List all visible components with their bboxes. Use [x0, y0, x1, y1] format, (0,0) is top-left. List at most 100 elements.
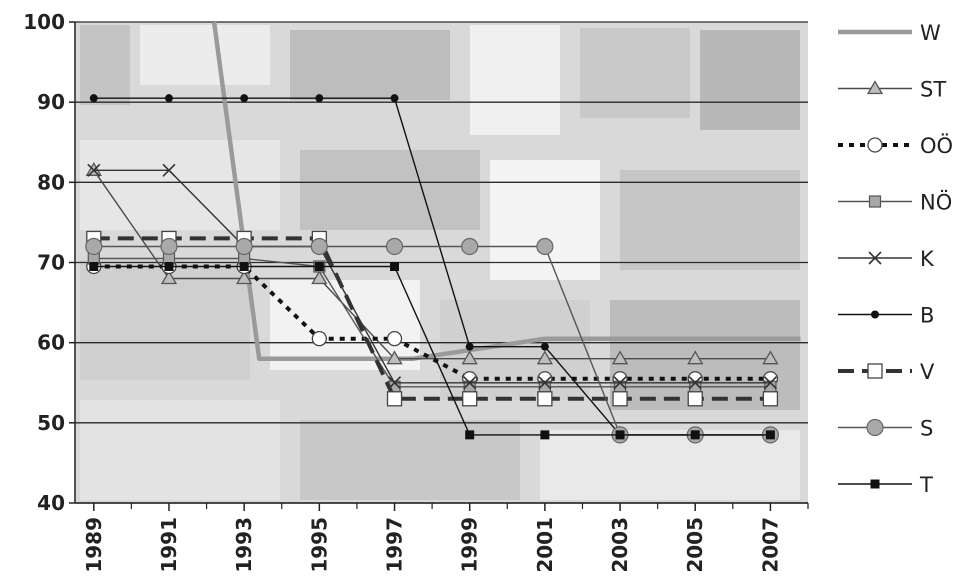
background-block: [700, 30, 800, 130]
marker-open-square: [462, 391, 478, 407]
series-line: [93, 257, 771, 388]
marker-x: [87, 163, 101, 177]
marker-triangle: [536, 350, 554, 365]
x-tick-label: 1999: [458, 517, 482, 573]
grid-lines: [75, 21, 808, 504]
x-tick-label: 1995: [307, 517, 331, 573]
marker-open-square: [386, 391, 403, 407]
background-block: [140, 25, 270, 85]
background-block: [580, 28, 690, 118]
x-tick-label: 2007: [758, 517, 782, 573]
series-line: [93, 169, 771, 384]
marker-x: [538, 376, 552, 390]
marker-gray-circle: [85, 237, 103, 256]
marker-gray-circle: [385, 237, 404, 256]
x-tick-label: 2005: [683, 517, 707, 573]
legend-label: ST: [920, 78, 946, 102]
background-block: [80, 25, 130, 105]
marker-triangle: [611, 350, 629, 365]
legend-label: B: [920, 304, 934, 328]
marker-black-square: [615, 430, 625, 440]
marker-black-square: [465, 430, 475, 440]
legend-item: S: [838, 417, 933, 441]
legend-label: NÖ: [920, 190, 952, 215]
legend-item: W: [838, 21, 941, 45]
series-group: [85, 21, 801, 444]
marker-dot: [871, 310, 879, 319]
marker-triangle: [160, 270, 178, 285]
marker-triangle: [386, 350, 403, 365]
background-block: [620, 170, 800, 270]
background-block: [470, 25, 560, 135]
marker-black-square: [89, 262, 99, 272]
marker-black-square: [870, 479, 880, 489]
series-line: [93, 169, 771, 360]
legend-item: T: [838, 473, 933, 497]
legend-item: OÖ: [838, 133, 953, 158]
marker-open-square: [687, 391, 703, 407]
marker-triangle: [461, 350, 478, 365]
marker-x: [763, 376, 777, 390]
x-tick-label: 1993: [232, 517, 256, 573]
legend-label: S: [920, 417, 933, 441]
series-ST: [85, 162, 779, 365]
marker-black-square: [314, 262, 324, 272]
marker-dot: [390, 94, 399, 103]
marker-dot: [240, 94, 249, 103]
legend-item: V: [838, 360, 935, 384]
background-block: [80, 140, 280, 230]
marker-triangle: [311, 270, 328, 285]
background-block: [290, 30, 450, 100]
series-T: [89, 262, 775, 440]
series-line: [93, 265, 771, 436]
background-block: [490, 160, 600, 280]
y-tick-label: 50: [37, 411, 65, 435]
marker-x: [463, 376, 477, 390]
legend-item: K: [838, 247, 935, 271]
legend-label: OÖ: [920, 133, 953, 158]
y-tick-label: 40: [37, 491, 65, 515]
legend-item: B: [838, 304, 934, 328]
marker-open-square: [537, 391, 553, 407]
marker-triangle: [236, 270, 253, 285]
legend-item: NÖ: [838, 190, 952, 215]
legend-item: ST: [838, 78, 946, 102]
marker-black-square: [540, 430, 550, 440]
marker-open-square: [612, 391, 628, 407]
axes: 40 50 60 70 80 90 100 1989 1991 1993 1995 1997 1999 2…: [23, 10, 809, 573]
x-tick-label: 1991: [157, 517, 181, 573]
marker-gray-circle: [160, 237, 178, 256]
marker-triangle: [762, 350, 779, 365]
y-tick-label: 90: [37, 90, 65, 114]
marker-x: [688, 376, 702, 390]
marker-triangle: [866, 80, 884, 95]
marker-gray-circle: [235, 237, 253, 256]
legend-label: V: [920, 360, 935, 384]
marker-open-circle: [311, 331, 327, 347]
background-block: [300, 150, 480, 230]
marker-black-square: [239, 262, 249, 272]
marker-black-square: [164, 262, 174, 272]
marker-triangle: [687, 350, 704, 365]
background-block: [540, 430, 800, 500]
x-tick-label: 2001: [533, 517, 557, 573]
y-tick-label: 100: [23, 10, 65, 34]
marker-gray-circle: [536, 237, 554, 256]
marker-gray-square: [868, 195, 882, 208]
x-tick-label: 2003: [608, 517, 632, 573]
y-tick-label: 80: [37, 170, 65, 194]
marker-dot: [465, 342, 474, 351]
background-block: [300, 420, 520, 500]
marker-open-square: [762, 391, 779, 407]
background-block: [80, 400, 280, 500]
marker-x: [868, 251, 882, 265]
marker-black-square: [765, 430, 775, 440]
y-tick-label: 70: [37, 251, 65, 275]
series-line: [93, 236, 771, 401]
marker-x: [162, 163, 176, 177]
marker-open-circle: [867, 137, 883, 153]
marker-gray-circle: [310, 237, 328, 256]
